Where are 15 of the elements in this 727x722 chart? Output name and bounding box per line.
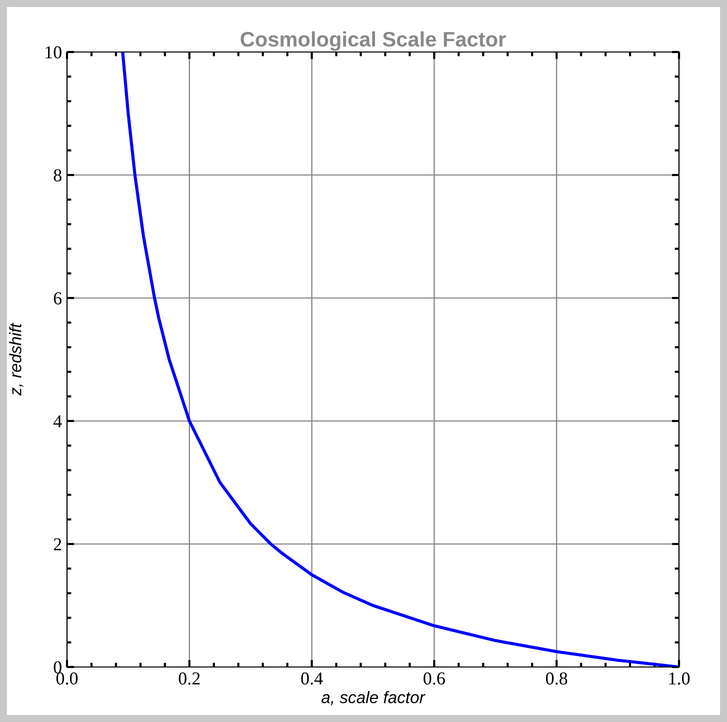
- y-tick-label: 10: [46, 46, 62, 58]
- x-tick-label: 0.6: [424, 672, 445, 685]
- y-tick-label: 8: [54, 169, 62, 182]
- y-tick-label: 2: [54, 538, 62, 550]
- y-tick-label: 4: [53, 415, 62, 428]
- y-tick-label: 0: [54, 661, 62, 674]
- y-tick-label: 6: [54, 292, 62, 304]
- x-tick-label: 0.2: [178, 672, 200, 685]
- x-axis-title: a, scale factor: [322, 691, 426, 706]
- x-tick-label: 0.0: [56, 672, 78, 685]
- chart-title: Cosmological Scale Factor: [240, 31, 506, 51]
- x-tick-label: 1.0: [669, 672, 690, 685]
- x-tick-label: 0.8: [546, 672, 568, 685]
- x-tick-label: 0.4: [301, 672, 323, 685]
- y-axis-title: z, redshift: [9, 322, 24, 396]
